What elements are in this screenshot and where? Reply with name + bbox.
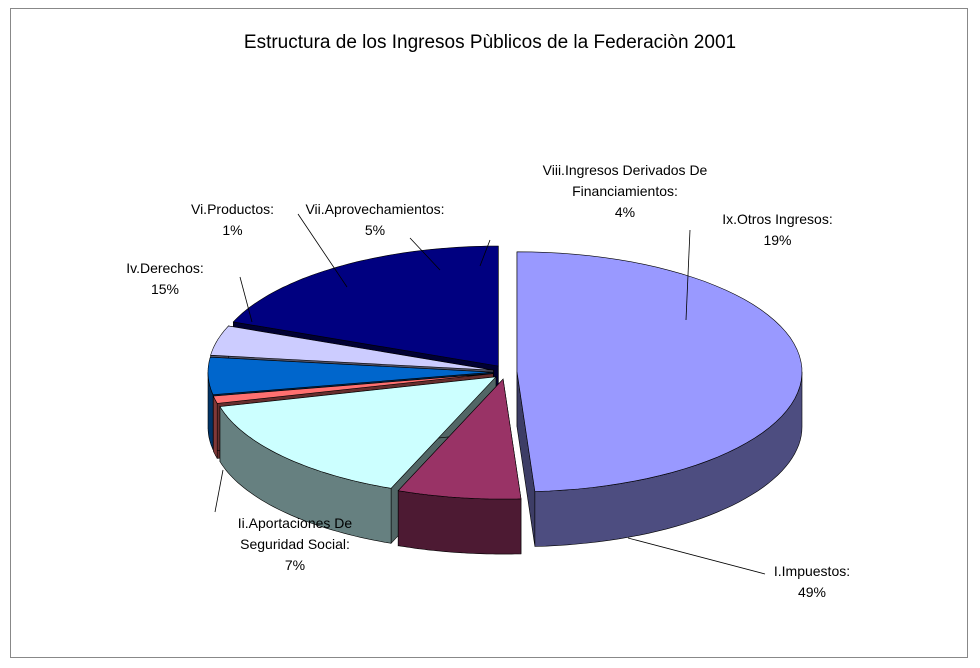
value-label: 1%: [222, 222, 243, 238]
category-label: Ii.Aportaciones De Seguridad Social:: [237, 515, 353, 552]
data-label: Viii.Ingresos Derivados De Financiamient…: [515, 160, 735, 223]
value-label: 49%: [797, 584, 827, 600]
chart-frame: [10, 8, 968, 658]
category-label: Viii.Ingresos Derivados De Financiamient…: [542, 162, 708, 199]
slice: [397, 378, 522, 500]
data-label: Vi.Productos: 1%: [175, 199, 290, 241]
data-label: Ii.Aportaciones De Seguridad Social: 7%: [205, 513, 385, 576]
slice: [210, 325, 494, 371]
value-label: 19%: [763, 232, 792, 248]
slice: [212, 373, 494, 404]
slice: [516, 251, 803, 492]
leader-line: [685, 229, 691, 321]
value-label: 5%: [364, 222, 386, 238]
category-label: I.Impuestos:: [773, 563, 851, 579]
data-label: Iv.Derechos: 15%: [100, 258, 230, 300]
data-label: Vii.Aprovechamientos: 5%: [300, 199, 450, 241]
category-label: Vi.Productos:: [190, 201, 274, 217]
data-label: I.Impuestos: 49%: [742, 561, 882, 603]
leader-line: [627, 537, 766, 575]
value-label: 4%: [614, 204, 636, 220]
value-label: 15%: [150, 281, 180, 297]
leader-line: [479, 239, 491, 267]
category-label: Ix.Otros Ingresos:: [722, 211, 833, 227]
slice: [232, 245, 499, 367]
chart-title: Estructura de los Ingresos Pùblicos de l…: [243, 32, 737, 53]
data-label: Ix.Otros Ingresos: 19%: [690, 209, 865, 251]
leader-line: [214, 469, 224, 513]
slice: [219, 376, 497, 489]
slice-wall: [397, 490, 522, 555]
category-label: Iv.Derechos:: [126, 260, 204, 276]
slice: [207, 356, 494, 396]
leader-line: [409, 237, 441, 271]
leader-line: [239, 276, 253, 323]
value-label: 7%: [284, 557, 306, 573]
category-label: Vii.Aprovechamientos:: [305, 201, 445, 217]
leader-line: [297, 213, 348, 288]
slice-wall: [213, 395, 218, 459]
